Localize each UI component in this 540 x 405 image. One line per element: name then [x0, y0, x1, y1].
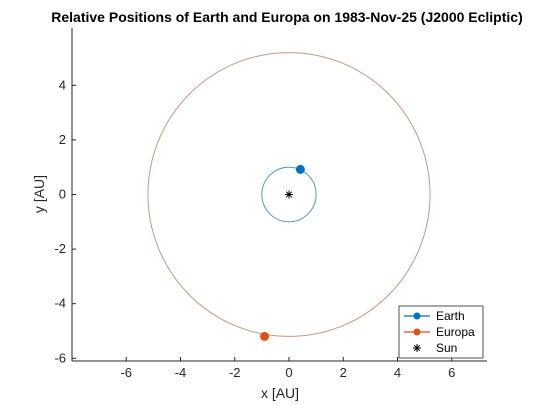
legend-marker-europa: [413, 328, 421, 336]
x-axis-ticks: -6 -4 -2 0 2 4 6: [120, 357, 455, 380]
legend-marker-sun: [413, 344, 421, 352]
point-europa: [260, 331, 270, 341]
y-tick-label: -2: [54, 241, 66, 256]
point-sun: [284, 190, 293, 199]
legend-label-earth: Earth: [436, 309, 465, 323]
points-layer: [260, 164, 305, 341]
y-tick-label: 0: [59, 187, 66, 202]
x-tick-label: 4: [394, 365, 401, 380]
legend-entry-sun: Sun: [413, 341, 457, 355]
point-earth: [295, 164, 305, 174]
x-axis-label: x [AU]: [261, 385, 299, 401]
legend-marker-earth: [413, 312, 421, 320]
chart-title: Relative Positions of Earth and Europa o…: [51, 9, 522, 25]
axes-box: [72, 28, 487, 361]
y-tick-label: -6: [54, 350, 66, 365]
legend-label-sun: Sun: [436, 341, 457, 355]
x-tick-label: -4: [175, 365, 187, 380]
y-axis-label: y [AU]: [31, 175, 47, 213]
legend-label-europa: Europa: [436, 325, 475, 339]
x-tick-label: -6: [120, 365, 132, 380]
legend-entry-europa: Europa: [404, 325, 475, 339]
orbit-europa-orbit: [147, 52, 431, 337]
legend: Earth Europa Sun: [398, 305, 484, 359]
orbit-earth-orbit: [261, 166, 317, 223]
x-tick-label: 6: [448, 365, 455, 380]
y-axis-ticks: -6 -4 -2 0 2 4: [54, 77, 76, 365]
legend-entry-earth: Earth: [404, 309, 465, 323]
y-tick-label: 4: [59, 77, 66, 92]
x-tick-label: 2: [340, 365, 347, 380]
orbits-layer: [147, 52, 431, 337]
x-tick-label: -2: [229, 365, 241, 380]
y-tick-label: -4: [54, 296, 66, 311]
y-tick-label: 2: [59, 132, 66, 147]
x-tick-label: 0: [285, 365, 292, 380]
